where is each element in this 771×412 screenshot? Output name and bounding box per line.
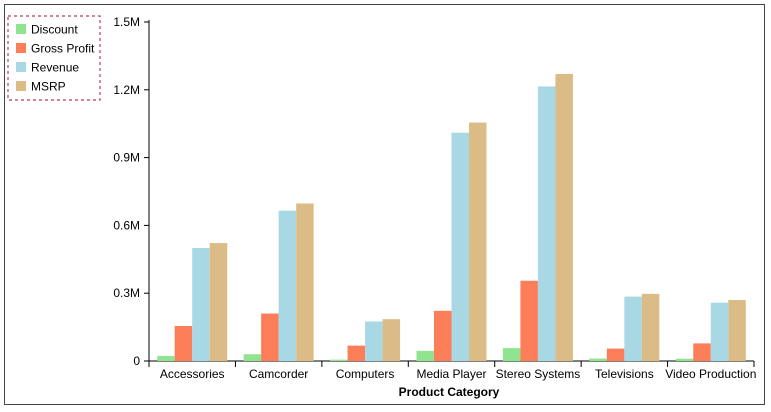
bar-gross-profit-5[interactable] bbox=[606, 348, 625, 361]
bar-discount-6[interactable] bbox=[675, 358, 694, 361]
bar-discount-3[interactable] bbox=[416, 350, 435, 361]
y-tick-label: 1.2M bbox=[113, 83, 140, 97]
y-tick-label: 1.5M bbox=[113, 15, 140, 29]
x-tick-label: Media Player bbox=[416, 367, 486, 381]
x-tick-label: Stereo Systems bbox=[496, 367, 581, 381]
legend: Discount Gross Profit Revenue MSRP bbox=[7, 15, 101, 101]
bar-revenue-1[interactable] bbox=[278, 210, 297, 361]
bar-revenue-2[interactable] bbox=[365, 321, 383, 361]
legend-swatch bbox=[16, 43, 26, 53]
bar-msrp-5[interactable] bbox=[641, 293, 660, 361]
bar-gross-profit-2[interactable] bbox=[347, 345, 366, 361]
bar-revenue-6[interactable] bbox=[710, 302, 729, 361]
bar-msrp-0[interactable] bbox=[209, 243, 228, 361]
legend-label[interactable]: MSRP bbox=[31, 80, 66, 94]
y-tick-label: 0.9M bbox=[113, 151, 140, 165]
x-tick-label: Computers bbox=[336, 367, 395, 381]
bar-revenue-5[interactable] bbox=[624, 296, 642, 361]
bar-gross-profit-6[interactable] bbox=[693, 343, 711, 361]
y-tick-label: 0.3M bbox=[113, 286, 140, 300]
bar-gross-profit-4[interactable] bbox=[520, 280, 538, 361]
x-tick-label: Accessories bbox=[160, 367, 225, 381]
bar-chart: Discount Gross Profit Revenue MSRP 0 0.3M 0.6… bbox=[7, 15, 756, 399]
bar-msrp-6[interactable] bbox=[728, 299, 746, 361]
bar-discount-5[interactable] bbox=[589, 358, 607, 361]
y-tick-label: 0 bbox=[133, 354, 140, 368]
bar-gross-profit-1[interactable] bbox=[261, 313, 279, 361]
bar-msrp-3[interactable] bbox=[469, 122, 487, 361]
bar-msrp-1[interactable] bbox=[296, 203, 314, 361]
legend-label[interactable]: Revenue bbox=[31, 61, 79, 75]
legend-swatch bbox=[16, 62, 26, 72]
bar-revenue-3[interactable] bbox=[451, 132, 470, 361]
bar-discount-4[interactable] bbox=[502, 348, 521, 361]
legend-label[interactable]: Discount bbox=[31, 23, 78, 37]
bars bbox=[157, 73, 746, 361]
x-tick-label: Camcorder bbox=[249, 367, 308, 381]
x-tick-label: Televisions bbox=[595, 367, 654, 381]
bar-revenue-0[interactable] bbox=[192, 248, 210, 361]
bar-discount-0[interactable] bbox=[157, 356, 175, 361]
bar-msrp-2[interactable] bbox=[382, 319, 401, 361]
chart-frame: Discount Gross Profit Revenue MSRP 0 0.3M 0.6… bbox=[4, 4, 765, 405]
bar-gross-profit-0[interactable] bbox=[174, 325, 193, 361]
x-axis-title: Product Category bbox=[399, 385, 500, 399]
y-axis: 0 0.3M 0.6M 0.9M 1.2M 1.5M bbox=[113, 15, 150, 368]
bar-revenue-4[interactable] bbox=[537, 86, 556, 361]
legend-swatch bbox=[16, 24, 26, 34]
legend-box bbox=[7, 15, 101, 101]
x-tick-label: Video Production bbox=[665, 367, 756, 381]
legend-swatch bbox=[16, 81, 26, 91]
bar-discount-2[interactable] bbox=[330, 359, 348, 361]
bar-gross-profit-3[interactable] bbox=[434, 310, 452, 361]
y-tick-label: 0.6M bbox=[113, 218, 140, 232]
x-axis: Accessories Camcorder Computers Media Playe… bbox=[148, 360, 756, 381]
legend-label[interactable]: Gross Profit bbox=[31, 42, 95, 56]
bar-msrp-4[interactable] bbox=[555, 73, 573, 361]
bar-discount-1[interactable] bbox=[243, 354, 262, 361]
